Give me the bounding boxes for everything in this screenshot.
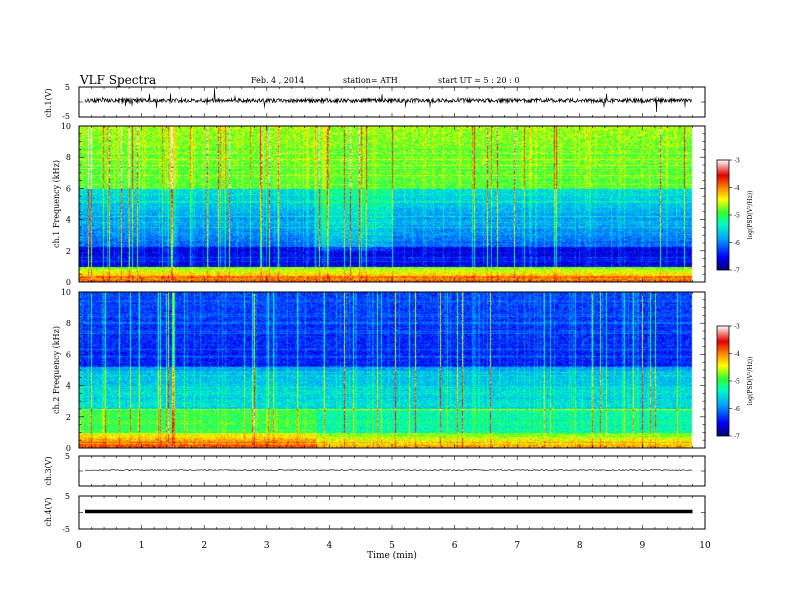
time-tick-label: 8	[577, 541, 583, 551]
colorbar-tick-label: -4	[734, 351, 740, 358]
freq-tick-label: 10	[61, 288, 71, 297]
ch1-spectrogram-ticks	[78, 125, 706, 283]
time-tick-label: 1	[139, 541, 145, 551]
ch2-spectrogram-ticks	[78, 291, 706, 449]
ch1-spectrogram-image	[79, 126, 705, 282]
ch1-waveform-panel: ch.1(V) 5 -5	[44, 83, 706, 121]
colorbar-tick-label: -7	[734, 268, 740, 275]
time-tick-label: 6	[452, 541, 458, 551]
ch1-waveform-trace	[79, 87, 705, 117]
freq-tick-label: 2	[66, 247, 71, 256]
ch3-ylabel: ch.3(V)	[44, 456, 53, 485]
colorbar-tick-label: -3	[734, 324, 740, 331]
time-tick-label: 5	[389, 541, 395, 551]
freq-tick-label: 4	[66, 382, 71, 391]
ch4-waveform-panel: ch.4(V) 5 -5	[44, 492, 706, 534]
freq-tick-label: 8	[66, 153, 71, 162]
ch1-colorbar-scale	[716, 159, 730, 271]
ch2-spectrogram-image	[79, 292, 705, 448]
ch4-ytick-bottom: -5	[62, 525, 70, 534]
freq-tick-label: 6	[66, 184, 71, 193]
colorbar-tick-label: -5	[734, 213, 740, 220]
freq-tick-label: 2	[66, 413, 71, 422]
ch2-spectrogram-panel: 0 2 4 6 8 10 ch.2 Frequency (kHz)	[52, 288, 706, 453]
colorbar-tick-label: -6	[734, 406, 740, 413]
ch4-waveform-trace	[79, 496, 705, 529]
ch1-spectrogram-panel: 0 2 4 6 8 10 ch.1 Frequency (kHz)	[52, 122, 706, 287]
ch1-ytick-bottom: -5	[62, 112, 70, 121]
ch4-ytick-top: 5	[65, 492, 70, 501]
time-tick-label: 2	[201, 541, 207, 551]
ch2-colorbar-ticks: -3 -4 -5 -6 -7	[729, 324, 740, 441]
colorbar-tick-label: -6	[734, 240, 740, 247]
ch1-spectrogram-ylabel: ch.1 Frequency (kHz)	[52, 160, 61, 248]
ch1-colorbar: -3 -4 -5 -6 -7 log(PSD(V²/Hz))	[716, 158, 754, 275]
station-label: station= ATH	[343, 76, 398, 85]
ch1-ytick-top: 5	[65, 83, 70, 92]
freq-tick-label: 8	[66, 319, 71, 328]
ch2-colorbar: -3 -4 -5 -6 -7 log(PSD(V²/Hz))	[716, 324, 754, 441]
time-tick-label: 9	[640, 541, 646, 551]
time-tick-label: 4	[327, 541, 333, 551]
time-axis-label: Time (min)	[367, 550, 417, 561]
ch1-waveform-ticks	[78, 86, 706, 118]
chart-title: VLF Spectra	[80, 73, 157, 87]
ch1-colorbar-label: log(PSD(V²/Hz))	[747, 191, 754, 240]
time-axis-tick-labels: 0 1 2 3 4 5 6 7 8 9 10	[76, 541, 711, 551]
ch3-waveform-panel: ch.3(V) 5	[44, 452, 706, 487]
ch2-spectrogram-ylabel: ch.2 Frequency (kHz)	[52, 326, 61, 414]
ch4-ylabel: ch.4(V)	[44, 497, 53, 526]
time-tick-label: 10	[699, 541, 711, 551]
time-tick-label: 3	[264, 541, 270, 551]
time-tick-label: 0	[76, 541, 82, 551]
date-label: Feb. 4 , 2014	[251, 76, 305, 85]
ch1-ylabel: ch.1(V)	[44, 88, 53, 117]
ch2-colorbar-scale	[716, 325, 730, 437]
freq-tick-label: 6	[66, 350, 71, 359]
ch2-colorbar-label: log(PSD(V²/Hz))	[747, 357, 754, 406]
freq-tick-label: 10	[61, 122, 71, 131]
ch1-frequency-tick-labels: 0 2 4 6 8 10	[61, 122, 71, 287]
freq-tick-label: 0	[66, 278, 71, 287]
freq-tick-label: 0	[66, 444, 71, 453]
ch2-frequency-tick-labels: 0 2 4 6 8 10	[61, 288, 71, 453]
colorbar-tick-label: -7	[734, 434, 740, 441]
colorbar-tick-label: -5	[734, 379, 740, 386]
ch4-waveform-ticks	[78, 495, 706, 530]
colorbar-tick-label: -3	[734, 158, 740, 165]
ch3-waveform-trace	[79, 456, 705, 486]
time-tick-label: 7	[514, 541, 520, 551]
ch3-ytick-top: 5	[65, 452, 70, 461]
start-ut-label: start UT = 5 : 20 : 0	[438, 76, 520, 85]
colorbar-tick-label: -4	[734, 185, 740, 192]
ch3-waveform-ticks	[78, 455, 706, 487]
freq-tick-label: 4	[66, 216, 71, 225]
ch1-colorbar-ticks: -3 -4 -5 -6 -7	[729, 158, 740, 275]
